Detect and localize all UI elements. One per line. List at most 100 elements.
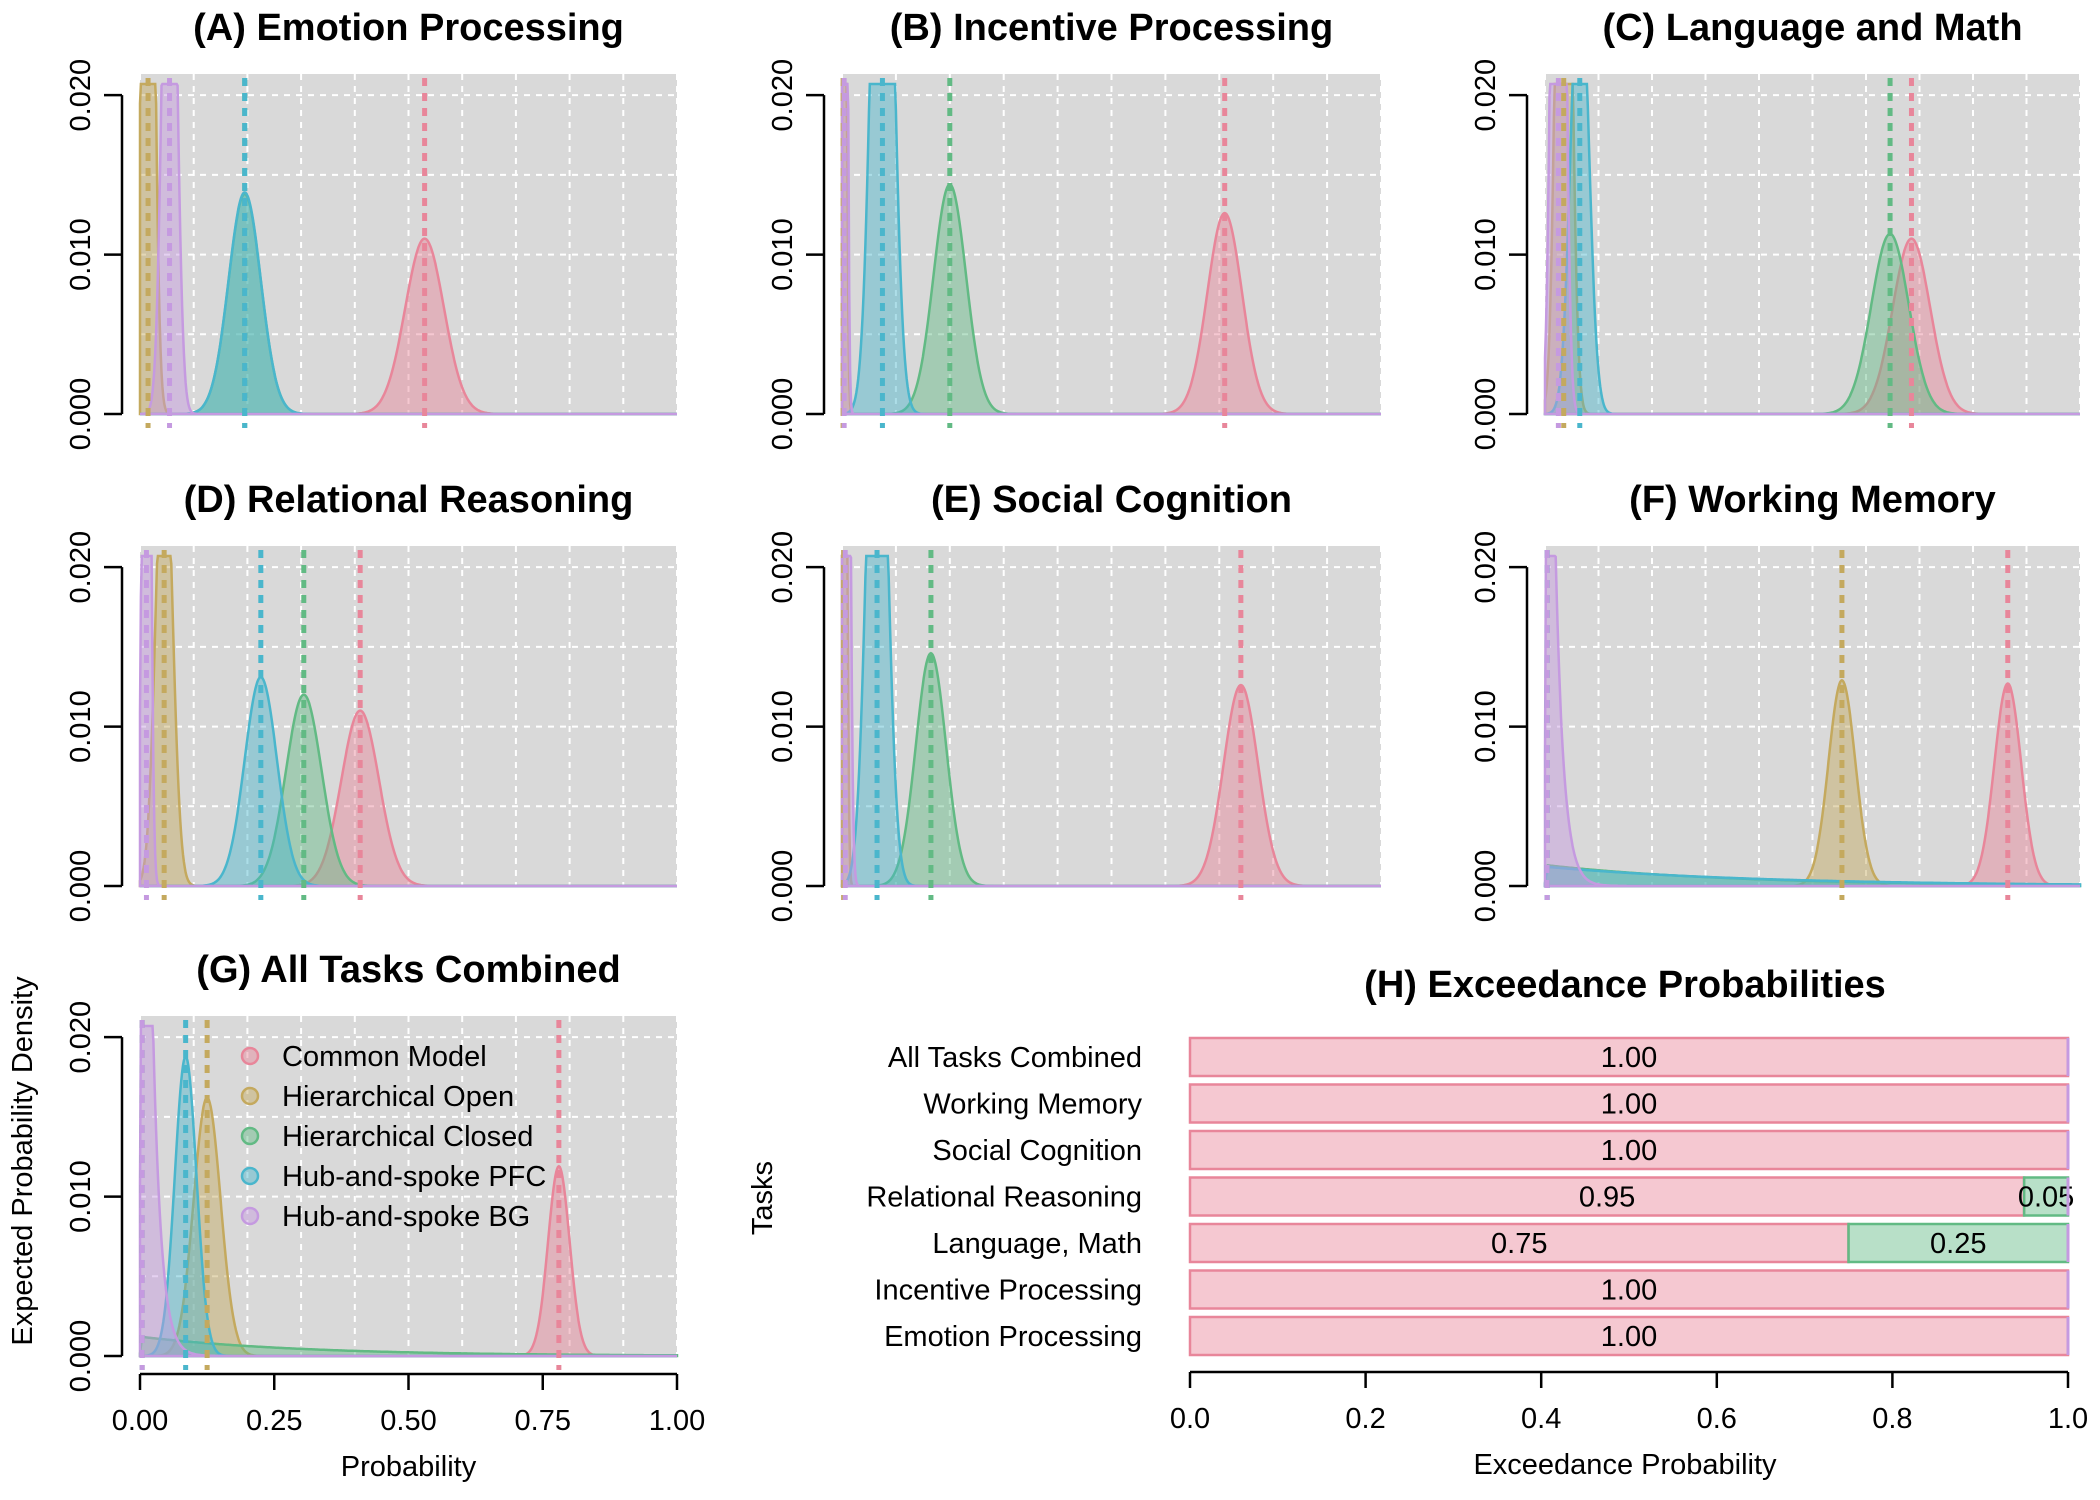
legend-item-hub-and-spoke-pfc: Hub-and-spoke PFC [240,1161,546,1193]
x-axis-label: Exceedance Probability [1473,1449,1777,1481]
legend-label: Hierarchical Open [282,1081,514,1113]
panel-title: (A) Emotion Processing [193,7,624,49]
y-axis: 0.000 0.010 0.020 [65,531,124,923]
legend-swatch [240,1126,260,1146]
panel-title: (E) Social Cognition [931,479,1292,521]
x-tick-label: 0.4 [1521,1403,1561,1435]
x-tick-label: 0.8 [1872,1403,1912,1435]
y-axis: 0.000 0.010 0.020 [65,1001,124,1393]
panel-e-social-cognition: (E) Social Cognition 0.000 0.010 0.020 [767,479,1382,923]
x-tick-label: 0.6 [1697,1403,1737,1435]
bar-value-label: 0.25 [1930,1228,1986,1260]
density-hub-and-spoke-bg [1543,554,2080,888]
bar-value-label: 1.00 [1601,1275,1657,1307]
legend-swatch [240,1086,260,1106]
x-tick-label: 0.00 [112,1405,168,1437]
bar-value-label: 1.00 [1601,1135,1657,1167]
category-label: Working Memory [923,1089,1142,1121]
bar-common-model [1188,1083,2070,1124]
y-axis: 0.000 0.010 0.020 [767,59,826,451]
panel-d-relational-reasoning: (D) Relational Reasoning 0.000 0.010 0.020 [65,479,678,923]
panel-title: (H) Exceedance Probabilities [1364,964,1886,1006]
bar-value-label: 0.75 [1491,1228,1547,1260]
panel-g-all-tasks-combined: (G) All Tasks Combined 0.000 0.010 0.020 [65,949,679,1393]
bar-common-model [1188,1036,2070,1078]
y-tick-label: 0.010 [1470,690,1502,763]
bar-value-label: 1.00 [1601,1321,1657,1353]
category-label: Social Cognition [932,1135,1142,1167]
legend-item-hub-and-spoke-bg: Hub-and-spoke BG [240,1201,530,1233]
y-tick-label: 0.000 [1470,378,1502,451]
x-axis-label: Probability [341,1451,477,1483]
y-tick-label: 0.020 [65,1001,97,1074]
density-hub-and-spoke-pfc [1543,865,2082,888]
panel-g-axes: 0.00 0.25 0.50 0.75 1.00 Probability Expected … [7,976,705,1483]
y-tick-label: 0.010 [65,690,97,763]
legend-item-hierarchical-closed: Hierarchical Closed [240,1121,533,1153]
x-tick-label: 1.0 [2048,1403,2088,1435]
legend-swatch [240,1206,260,1226]
y-tick-label: 0.010 [65,1160,97,1233]
bar-common-model [1188,1269,2070,1310]
bar-value-label: 1.00 [1601,1089,1657,1121]
category-label: Language, Math [932,1228,1142,1260]
density-hub-and-spoke-bg [140,82,677,416]
y-tick-label: 0.000 [65,1320,97,1393]
panel-c-language-and-math: (C) Language and Math 0.000 0.010 0.020 [1470,7,2081,451]
density-hub-and-spoke-bg [138,1024,677,1358]
panel-title: (F) Working Memory [1629,479,1996,521]
x-tick-label: 0.50 [380,1405,436,1437]
legend-label: Common Model [282,1041,487,1073]
y-tick-label: 0.000 [65,378,97,451]
category-label: Emotion Processing [884,1321,1142,1353]
y-axis-label: Expected Probability Density [7,976,39,1346]
x-tick-label: 0.75 [515,1405,571,1437]
x-tick-label: 1.00 [649,1405,705,1437]
panel-a-emotion-processing: (A) Emotion Processing 0.000 0.010 0.020 [65,7,678,451]
density-hub-and-spoke-bg [840,82,1381,416]
y-axis-label: Tasks [747,1161,779,1235]
legend-swatch [240,1046,260,1066]
legend-label: Hub-and-spoke BG [282,1201,530,1233]
bar-common-model [1188,1315,2070,1357]
bar-value-label: 1.00 [1601,1042,1657,1074]
bar-hierarchical-closed [2022,1176,2070,1217]
category-label: All Tasks Combined [888,1042,1142,1074]
legend-item-common-model: Common Model [240,1041,487,1073]
y-tick-label: 0.010 [1470,218,1502,291]
y-tick-label: 0.010 [767,218,799,291]
y-tick-label: 0.020 [65,59,97,132]
y-axis: 0.000 0.010 0.020 [65,59,124,451]
panel-f-working-memory: (F) Working Memory 0.000 0.010 0.020 [1470,479,2082,923]
bar-value-label: 0.05 [2018,1182,2074,1214]
panel-title: (G) All Tasks Combined [196,949,620,991]
y-axis: 0.000 0.010 0.020 [1470,59,1529,451]
density-hub-and-spoke-bg [1543,82,2080,416]
y-tick-label: 0.020 [1470,531,1502,604]
y-tick-label: 0.020 [65,531,97,604]
legend-item-hierarchical-open: Hierarchical Open [240,1081,514,1113]
legend-swatch [240,1166,260,1186]
legend-label: Hub-and-spoke PFC [282,1161,546,1193]
category-label: Incentive Processing [874,1275,1142,1307]
panel-b-incentive-processing: (B) Incentive Processing 0.000 0.010 0.020 [767,7,1382,451]
y-tick-label: 0.000 [1470,850,1502,923]
y-axis: 0.000 0.010 0.020 [1470,531,1529,923]
y-tick-label: 0.020 [1470,59,1502,132]
density-hub-and-spoke-bg [138,554,677,888]
bar-value-label: 0.95 [1579,1182,1635,1214]
panel-title: (C) Language and Math [1602,7,2022,49]
y-tick-label: 0.020 [767,59,799,132]
x-tick-label: 0.2 [1345,1403,1385,1435]
legend: Common Model Hierarchical Open Hierarchica… [240,1041,546,1233]
y-tick-label: 0.000 [767,378,799,451]
x-tick-label: 0.0 [1170,1403,1210,1435]
y-tick-label: 0.000 [767,850,799,923]
panel-title: (D) Relational Reasoning [184,479,634,521]
x-tick-label: 0.25 [246,1405,302,1437]
category-label: Relational Reasoning [866,1182,1142,1214]
y-tick-label: 0.000 [65,850,97,923]
y-tick-label: 0.020 [767,531,799,604]
legend-label: Hierarchical Closed [282,1121,533,1153]
